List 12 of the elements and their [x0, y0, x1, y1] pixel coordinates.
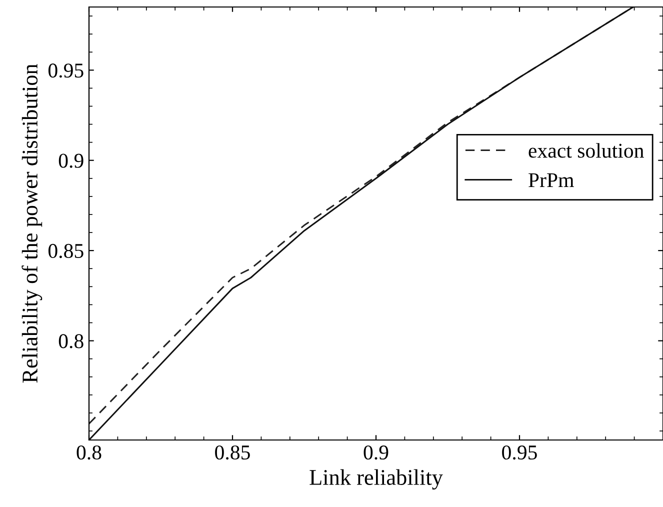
x-tick-label: 0.8: [76, 445, 102, 460]
legend-label: exact solution: [528, 143, 644, 158]
x-tick-label: 0.95: [502, 445, 537, 460]
y-axis-title: Reliability of the power distribution: [22, 64, 42, 383]
legend-label: PrPm: [528, 173, 574, 187]
y-tick-label: 0.85: [48, 244, 84, 258]
y-tick-label: 0.95: [48, 64, 84, 78]
x-tick-label: 0.85: [215, 445, 250, 460]
y-tick-label: 0.9: [58, 154, 84, 168]
x-tick-label: 0.9: [364, 445, 388, 460]
y-tick-label: 0.8: [58, 334, 84, 348]
x-axis-title: Link reliability: [310, 469, 443, 490]
